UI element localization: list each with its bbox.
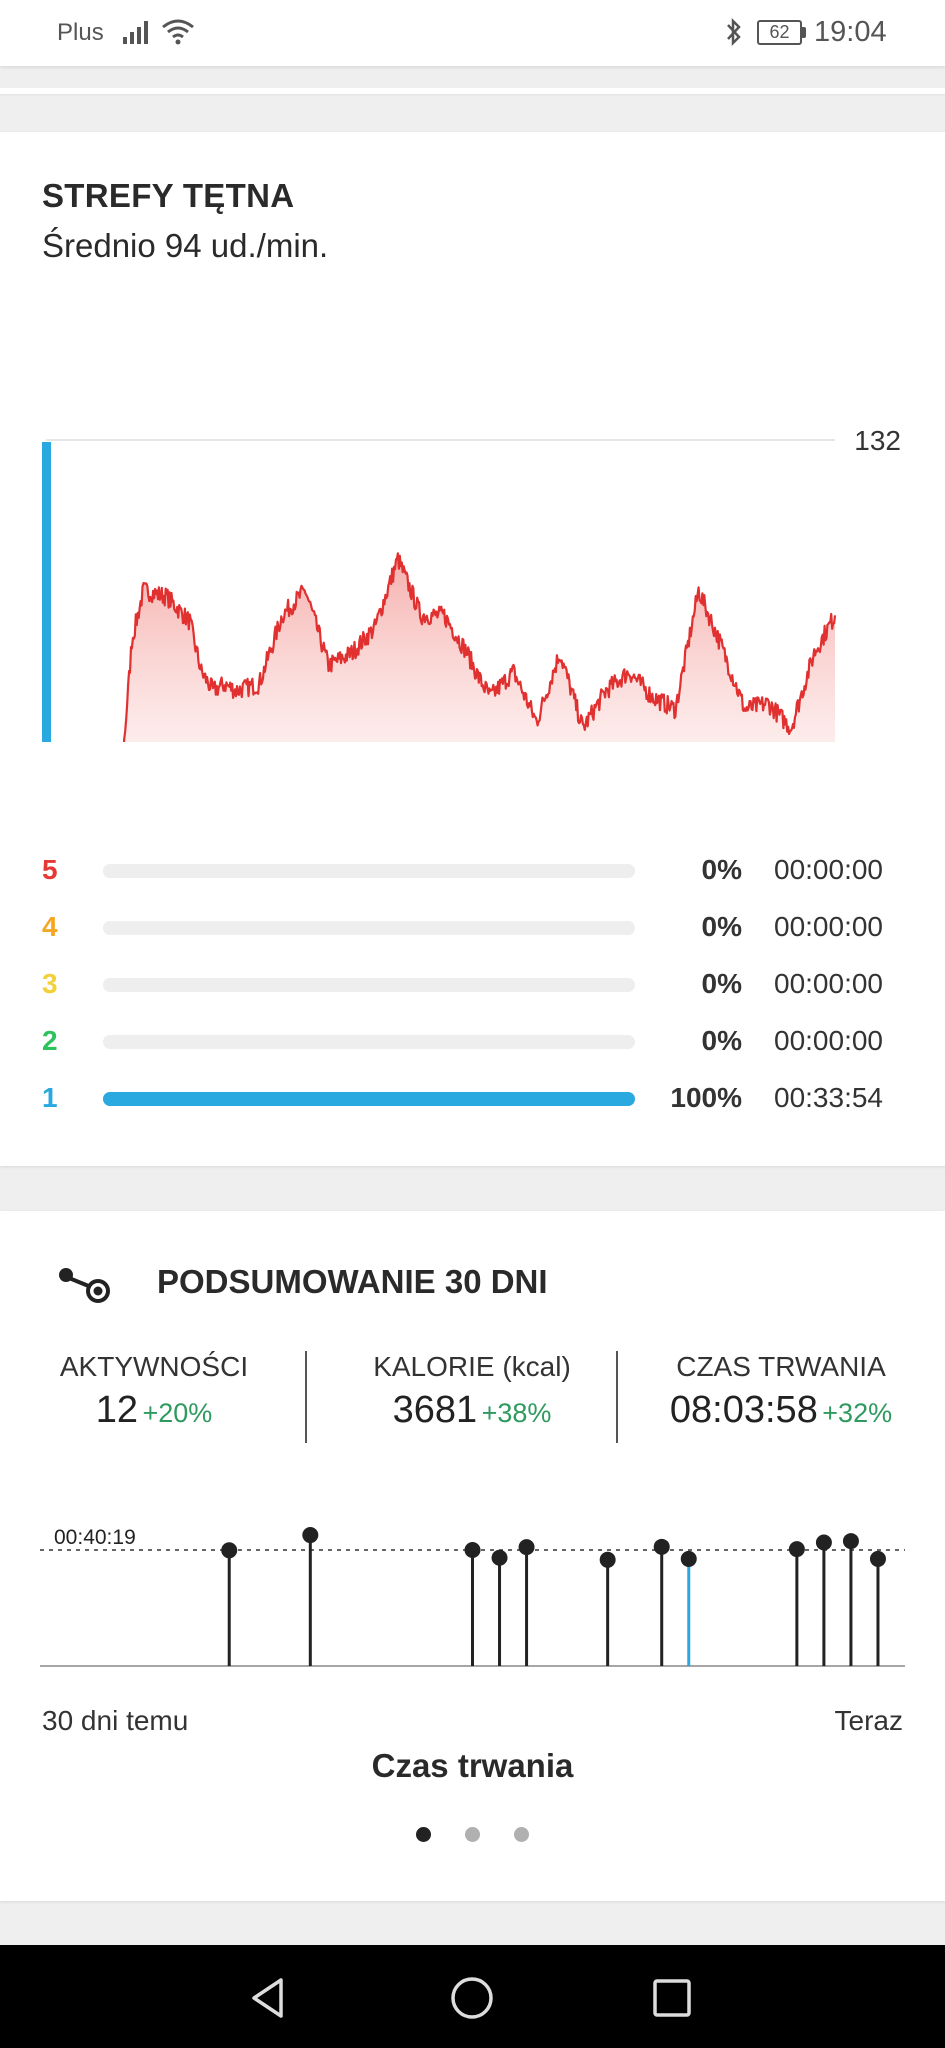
average-heart-rate: Średnio 94 ud./min.: [42, 227, 329, 264]
zone-time: 00:00:00: [774, 854, 883, 885]
battery-level: 62: [757, 20, 802, 45]
stat-duration[interactable]: CZAS TRWANIA 08:03:58 +32%: [627, 1351, 935, 1432]
duration-bar-head: [518, 1539, 535, 1556]
activity-icon: [59, 1268, 110, 1303]
zone-bar-fill: [103, 1092, 635, 1106]
duration-bar-head: [599, 1551, 616, 1568]
signal-icon: [123, 21, 148, 44]
reference-label: 00:40:19: [54, 1526, 136, 1549]
zone-bar-track: [103, 864, 635, 878]
duration-bar-head: [653, 1538, 670, 1555]
zone-time: 00:00:00: [774, 968, 883, 999]
zone-number: 1: [42, 1082, 58, 1113]
stat-value: 3681: [392, 1389, 478, 1431]
zone-row-3[interactable]: 3 0% 00:00:00: [0, 966, 945, 1006]
stat-divider: [616, 1351, 618, 1443]
duration-bar-head: [842, 1533, 859, 1550]
summary-title: PODSUMOWANIE 30 DNI: [157, 1263, 548, 1300]
stat-change: +38%: [481, 1398, 552, 1428]
zone-bar-track: [103, 978, 635, 992]
pager-dot[interactable]: [465, 1827, 480, 1842]
recents-icon[interactable]: [647, 1973, 697, 2023]
battery-icon: 62: [757, 20, 807, 45]
duration-chart[interactable]: 00:40:19: [0, 1471, 945, 1671]
zone-percent: 0%: [701, 968, 742, 999]
heart-rate-zones-card: STREFY TĘTNA Średnio 94 ud./min. 132 64 …: [0, 132, 945, 1166]
y-max-label: 132: [854, 425, 901, 456]
zone-bar-track: [103, 921, 635, 935]
zone-number: 5: [42, 854, 58, 885]
stat-value: 12: [95, 1389, 138, 1431]
stat-change: +20%: [142, 1398, 213, 1428]
zone-row-5[interactable]: 5 0% 00:00:00: [0, 852, 945, 892]
axis-start-label: 30 dni temu: [42, 1705, 189, 1736]
zone-row-2[interactable]: 2 0% 00:00:00: [0, 1023, 945, 1063]
zone-number: 2: [42, 1025, 58, 1056]
pager-dot[interactable]: [415, 1827, 431, 1842]
previous-card-edge: [0, 88, 945, 94]
zone-bar-track: [103, 1092, 635, 1106]
zone-row-1[interactable]: 1 100% 00:33:54: [0, 1080, 945, 1120]
axis-end-label: Teraz: [834, 1705, 903, 1736]
carrier-label: Plus: [57, 19, 104, 46]
duration-bar-head: [302, 1527, 319, 1544]
heart-rate-chart[interactable]: 132 64 00:080:170:250:33 h: [0, 282, 945, 742]
duration-bar-head: [815, 1534, 832, 1551]
stat-label: CZAS TRWANIA: [676, 1351, 886, 1382]
summary-30-days-card: PODSUMOWANIE 30 DNI AKTYWNOŚCI 12 +20% K…: [0, 1211, 945, 1901]
stat-activities[interactable]: AKTYWNOŚCI 12 +20%: [0, 1351, 308, 1432]
duration-bar-head: [788, 1541, 805, 1558]
zone-percent: 0%: [701, 911, 742, 942]
stat-divider: [305, 1351, 307, 1443]
back-icon[interactable]: [245, 1973, 295, 2023]
heart-rate-area: [124, 553, 835, 742]
heart-rate-line: [122, 552, 837, 742]
stat-label: KALORIE (kcal): [373, 1351, 571, 1382]
zone-time: 00:33:54: [774, 1082, 883, 1113]
pager-dots[interactable]: [0, 1827, 945, 1847]
zone-percent: 0%: [701, 854, 742, 885]
zone-time: 00:00:00: [774, 1025, 883, 1056]
pager-dot[interactable]: [514, 1827, 530, 1842]
zone-number: 4: [42, 911, 58, 942]
chart-start-marker: [42, 442, 51, 742]
clock: 19:04: [814, 16, 887, 48]
navigation-bar: [0, 1945, 945, 2048]
duration-bar-head: [869, 1550, 886, 1567]
duration-bar-head: [464, 1542, 481, 1558]
duration-bar-head: [221, 1542, 238, 1559]
stat-label: AKTYWNOŚCI: [59, 1351, 249, 1382]
wifi-icon: [162, 19, 194, 45]
status-bar: Plus 62 19:04: [0, 0, 945, 66]
zone-percent: 100%: [670, 1082, 742, 1113]
heart-rate-title: STREFY TĘTNA: [42, 177, 295, 214]
stat-change: +32%: [822, 1398, 893, 1428]
home-icon[interactable]: [447, 1973, 497, 2023]
zone-row-4[interactable]: 4 0% 00:00:00: [0, 909, 945, 949]
zone-percent: 0%: [701, 1025, 742, 1056]
stat-value: 08:03:58: [669, 1389, 818, 1431]
zone-number: 3: [42, 968, 58, 999]
zone-bar-track: [103, 1035, 635, 1049]
chart-caption: Czas trwania: [371, 1747, 574, 1784]
bluetooth-icon: [727, 17, 741, 47]
zone-time: 00:00:00: [774, 911, 883, 942]
stat-calories[interactable]: KALORIE (kcal) 3681 +38%: [318, 1351, 626, 1432]
duration-bar-head: [680, 1550, 697, 1567]
duration-bar-head: [491, 1549, 508, 1566]
